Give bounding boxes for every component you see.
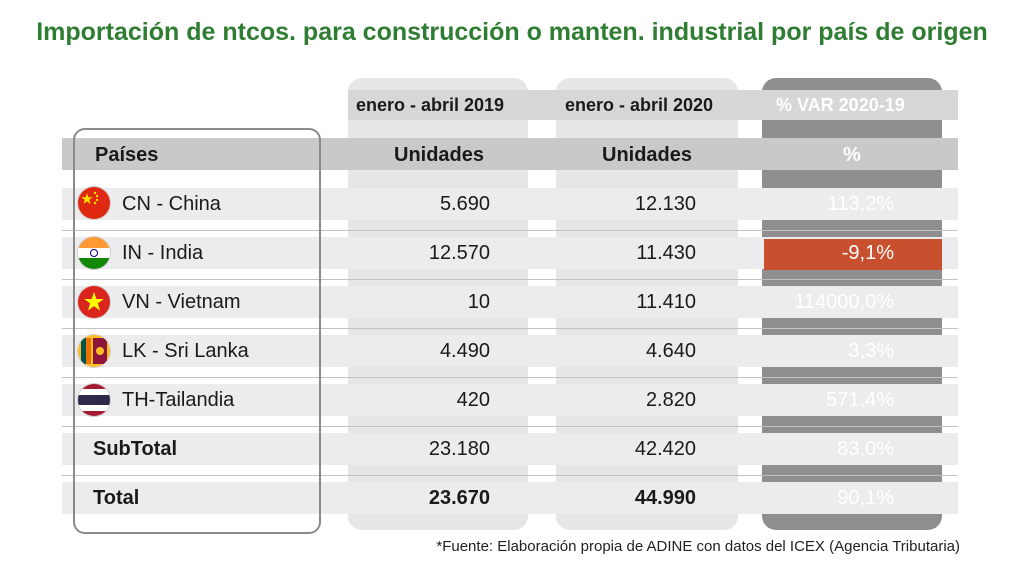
value-2020: 2.820	[645, 389, 696, 411]
percent-header: %	[843, 144, 861, 166]
row-band	[62, 384, 958, 416]
countries-header: Países	[95, 144, 159, 166]
chart-title: Importación de ntcos. para construcción …	[36, 18, 988, 46]
year-header-band	[348, 90, 958, 120]
header-band	[62, 138, 958, 170]
value-2019: 12.570	[428, 242, 490, 264]
value-var: 114000,0%	[794, 291, 894, 313]
subtotal-label: SubTotal	[93, 438, 178, 460]
total-label: Total	[93, 487, 140, 509]
value-2020: 11.430	[636, 242, 696, 264]
row-divider	[62, 475, 958, 476]
row-divider	[62, 426, 958, 427]
value-2019: 420	[456, 389, 490, 411]
value-2020: 11.410	[636, 291, 696, 313]
sri-lanka-flag-icon	[78, 335, 110, 367]
row-divider	[62, 230, 958, 231]
country-label: LK - Sri Lanka	[122, 340, 249, 362]
value-var: -9,1%	[841, 242, 894, 264]
india-flag-icon	[78, 237, 110, 269]
value-var: 571,4%	[826, 389, 894, 411]
country-label: CN - China	[122, 193, 221, 215]
row-divider	[62, 377, 958, 378]
country-label: IN - India	[122, 242, 204, 264]
negative-highlight	[764, 239, 942, 270]
country-label: VN - Vietnam	[122, 291, 241, 313]
vietnam-flag-icon	[78, 286, 110, 318]
thailand-flag-icon	[78, 384, 110, 416]
country-label: TH-Tailandia	[122, 389, 235, 411]
country-column-frame	[73, 128, 321, 534]
subtotal-var: 83,0%	[837, 438, 894, 460]
subtotal-2019: 23.180	[428, 438, 490, 460]
subtotal-2020: 42.420	[634, 438, 696, 460]
value-2020: 12.130	[634, 193, 696, 215]
units-header-2019: Unidades	[394, 144, 485, 166]
value-var: 113,2%	[827, 193, 894, 215]
row-band	[62, 335, 958, 367]
value-var: 3,3%	[848, 340, 894, 362]
row-band	[62, 188, 958, 220]
row-band	[62, 286, 958, 318]
value-2020: 4.640	[645, 340, 696, 362]
units-header-2020: Unidades	[602, 144, 693, 166]
value-2019: 5.690	[439, 193, 490, 215]
total-2020: 44.990	[634, 487, 696, 509]
china-flag-icon	[78, 187, 110, 219]
year-header-2020: enero - abril 2020	[565, 95, 714, 115]
row-band	[62, 433, 958, 465]
year-header-2019: enero - abril 2019	[356, 95, 505, 115]
row-divider	[62, 279, 958, 280]
var-header: % VAR 2020-19	[776, 95, 905, 115]
row-divider	[62, 328, 958, 329]
value-2019: 10	[467, 291, 490, 313]
value-2019: 4.490	[439, 340, 490, 362]
total-2019: 23.670	[428, 487, 490, 509]
source-note: *Fuente: Elaboración propia de ADINE con…	[436, 538, 960, 555]
row-band	[62, 482, 958, 514]
total-var: 90,1%	[837, 487, 894, 509]
